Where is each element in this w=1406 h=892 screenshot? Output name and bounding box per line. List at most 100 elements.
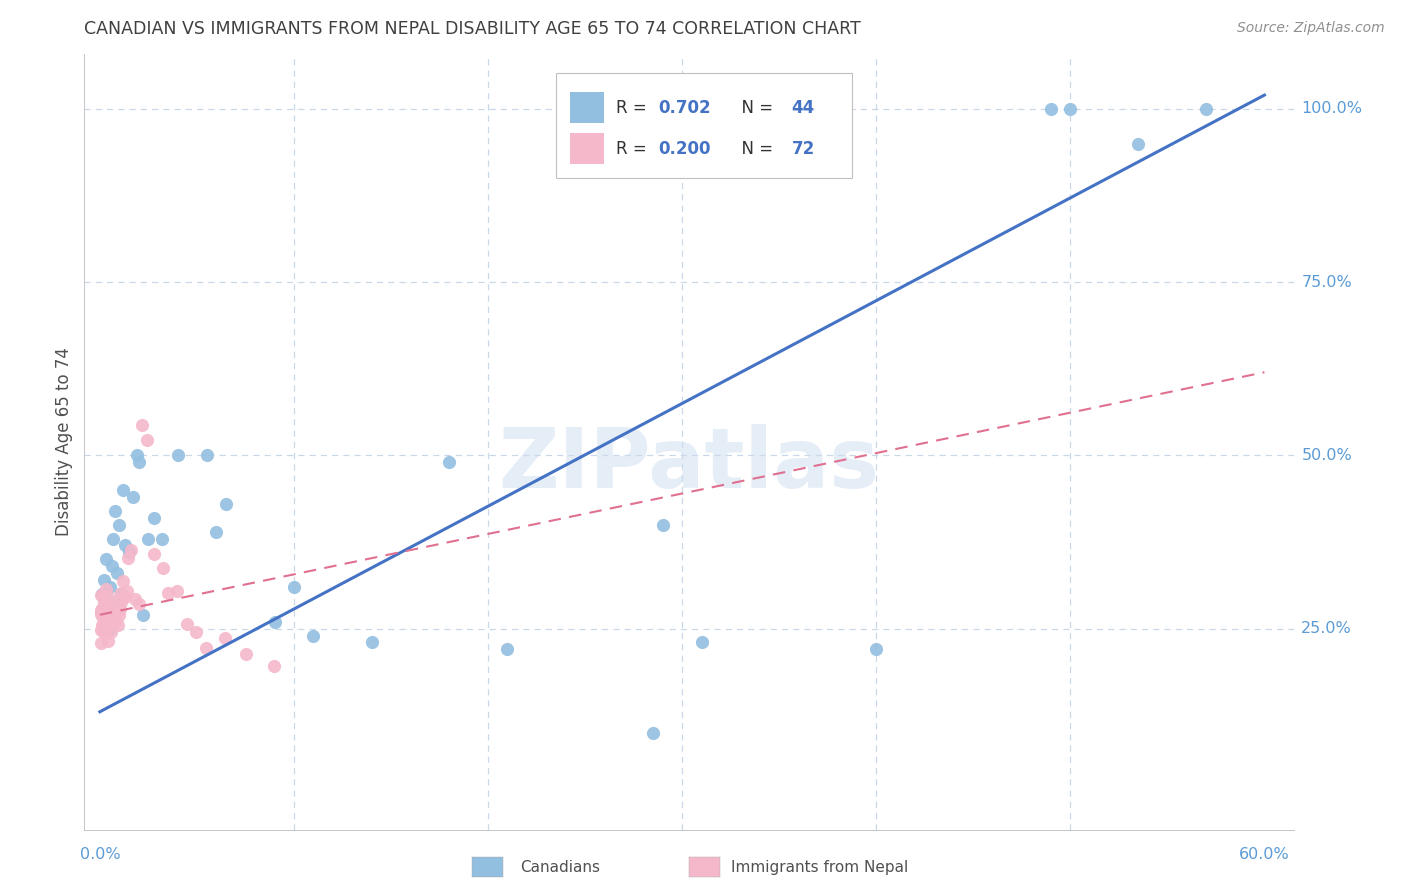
Point [93, 613, 115, 627]
Text: N =: N = [731, 99, 779, 117]
Point [94, 552, 117, 566]
Point [98, 607, 121, 621]
Point [110, 587, 132, 601]
Point [96, 605, 118, 619]
Point [865, 642, 887, 657]
Point [124, 592, 146, 607]
Point [97, 613, 120, 627]
Point [136, 433, 159, 447]
Point [131, 607, 153, 622]
Point [101, 615, 124, 629]
Text: 44: 44 [792, 99, 815, 117]
Point [90, 587, 112, 601]
Point [115, 584, 138, 599]
Point [101, 603, 124, 617]
Text: Canadians: Canadians [520, 860, 600, 874]
Text: 50.0%: 50.0% [1302, 448, 1353, 463]
Point [690, 635, 713, 649]
Text: R =: R = [616, 140, 652, 158]
Text: ZIPatlas: ZIPatlas [499, 425, 879, 506]
Point [90, 605, 112, 619]
Point [131, 418, 153, 433]
Point [128, 597, 150, 611]
Point [1128, 136, 1150, 151]
Point [651, 517, 673, 532]
Point [90, 607, 112, 622]
Point [90, 636, 112, 650]
Point [120, 543, 142, 558]
Text: 60.0%: 60.0% [1239, 847, 1289, 862]
Point [98, 622, 121, 636]
Point [1059, 102, 1081, 116]
Point [439, 455, 461, 469]
Point [94, 617, 117, 632]
Point [93, 609, 115, 624]
Point [108, 517, 131, 532]
Point [110, 586, 132, 600]
Point [125, 449, 148, 463]
Text: 75.0%: 75.0% [1302, 275, 1353, 290]
Bar [571, 93, 605, 123]
Point [1195, 102, 1218, 116]
Point [214, 632, 236, 646]
Point [93, 603, 115, 617]
FancyBboxPatch shape [555, 73, 852, 178]
Text: R =: R = [616, 99, 652, 117]
Point [1039, 102, 1062, 116]
Text: Immigrants from Nepal: Immigrants from Nepal [731, 860, 908, 874]
Point [103, 607, 125, 622]
Point [94, 601, 117, 615]
Point [91, 618, 114, 632]
Point [90, 608, 112, 623]
Point [103, 532, 125, 546]
Point [235, 647, 257, 661]
Text: 100.0%: 100.0% [1302, 102, 1362, 117]
Point [186, 625, 208, 640]
Point [98, 600, 121, 615]
Point [98, 580, 121, 594]
Point [107, 618, 129, 632]
Point [138, 532, 160, 546]
Point [103, 604, 125, 618]
Point [94, 622, 117, 636]
Point [90, 588, 112, 602]
Point [114, 590, 136, 604]
Point [118, 545, 141, 559]
Point [128, 455, 150, 469]
Point [93, 595, 115, 609]
Point [104, 613, 127, 627]
Point [94, 582, 117, 596]
Point [215, 497, 238, 511]
Point [90, 624, 112, 638]
Text: 72: 72 [792, 140, 815, 158]
Point [263, 615, 285, 629]
Point [122, 490, 145, 504]
Point [195, 641, 218, 656]
Point [156, 586, 179, 600]
Point [97, 594, 120, 608]
Point [91, 608, 114, 623]
Point [114, 539, 136, 553]
Text: Source: ZipAtlas.com: Source: ZipAtlas.com [1237, 21, 1385, 35]
Point [97, 589, 120, 603]
Point [283, 580, 305, 594]
Point [117, 551, 139, 566]
Point [152, 560, 174, 574]
Point [110, 602, 132, 616]
Text: 0.702: 0.702 [659, 99, 711, 117]
Point [100, 625, 122, 640]
Point [91, 609, 114, 624]
Point [94, 625, 117, 640]
Point [143, 510, 166, 524]
Point [108, 607, 131, 622]
Text: 0.200: 0.200 [659, 140, 711, 158]
Point [90, 607, 112, 621]
Point [96, 615, 118, 629]
Point [93, 600, 115, 615]
Point [143, 548, 166, 562]
Point [104, 504, 127, 518]
Point [112, 574, 135, 588]
Point [107, 593, 129, 607]
Point [263, 658, 285, 673]
Point [112, 483, 135, 497]
